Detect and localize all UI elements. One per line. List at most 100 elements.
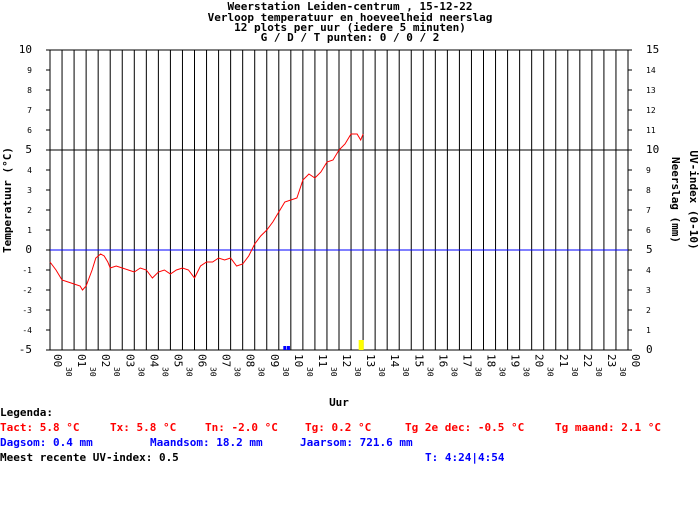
rain-bar — [283, 346, 287, 350]
chart-subtitle: Verloop temperatuur en hoeveelheid neers… — [207, 11, 493, 24]
y2-tick-label: 8 — [646, 186, 651, 195]
legend-tn: Tn: -2.0 °C — [205, 421, 278, 434]
x-tick-label: 30 — [329, 367, 338, 377]
x-tick-label: 06 — [196, 354, 209, 367]
x-tick-label: 30 — [160, 367, 169, 377]
x-tick-label: 30 — [353, 367, 362, 377]
y-tick-label: 5 — [25, 143, 32, 156]
x-tick-label: 19 — [509, 354, 522, 367]
temperature-line — [49, 133, 364, 291]
x-tick-label: 30 — [425, 367, 434, 377]
y-tick-label: -5 — [19, 343, 32, 356]
y2-tick-label: 11 — [646, 126, 656, 135]
x-tick-label: 02 — [99, 354, 112, 367]
x-tick-label: 07 — [220, 354, 233, 367]
x-tick-label: 30 — [88, 367, 97, 377]
x-tick-label: 05 — [171, 354, 184, 367]
x-tick-label: 30 — [498, 367, 507, 377]
legend-heading: Legenda: — [0, 406, 53, 419]
x-tick-label: 21 — [557, 354, 570, 367]
x-tick-label: 09 — [268, 354, 281, 367]
legend-uv: Meest recente UV-index: 0.5 — [0, 451, 179, 464]
y2-tick-label: 15 — [646, 43, 659, 56]
y-tick-label: 4 — [27, 166, 32, 175]
y-tick-label: -1 — [22, 266, 32, 275]
x-tick-label: 30 — [449, 367, 458, 377]
x-tick-label: 00 — [51, 354, 64, 367]
y2-tick-label: 10 — [646, 143, 659, 156]
y-tick-label: -2 — [22, 286, 32, 295]
y2-axis-label: Neerslag (mm) — [669, 157, 682, 243]
y2-tick-label: 4 — [646, 266, 651, 275]
x-tick-label: 00 — [629, 354, 642, 367]
y-tick-label: 6 — [27, 126, 32, 135]
x-tick-label: 30 — [281, 367, 290, 377]
y2-tick-label: 3 — [646, 286, 651, 295]
x-tick-label: 30 — [184, 367, 193, 377]
x-tick-label: 30 — [112, 367, 121, 377]
y2-tick-label: 9 — [646, 166, 651, 175]
x-tick-label: 22 — [581, 354, 594, 367]
chart-subtitle-plots: 12 plots per uur (iedere 5 minuten) — [234, 21, 466, 34]
y2-tick-label: 1 — [646, 326, 651, 335]
x-tick-label: 30 — [618, 367, 627, 377]
legend-tact: Tact: 5.8 °C — [0, 421, 80, 434]
x-tick-label: 30 — [305, 367, 314, 377]
legend-maandsom: Maandsom: 18.2 mm — [150, 436, 263, 449]
y2-tick-label: 5 — [646, 243, 653, 256]
x-tick-label: 30 — [401, 367, 410, 377]
x-tick-label: 01 — [75, 354, 88, 367]
y2-tick-label: 13 — [646, 86, 656, 95]
legend-tg2e: Tg 2e dec: -0.5 °C — [405, 421, 525, 434]
y-tick-label: -4 — [22, 326, 32, 335]
legend-tg: Tg: 0.2 °C — [305, 421, 372, 434]
y-tick-label: 8 — [27, 86, 32, 95]
x-tick-label: 13 — [364, 354, 377, 367]
x-tick-label: 30 — [594, 367, 603, 377]
y-tick-label: 9 — [27, 66, 32, 75]
x-tick-label: 08 — [244, 354, 257, 367]
x-tick-label: 17 — [460, 354, 473, 367]
x-tick-label: 15 — [412, 354, 425, 367]
y2-tick-label: 0 — [646, 343, 653, 356]
y-tick-label: -3 — [22, 306, 32, 315]
x-tick-label: 03 — [123, 354, 136, 367]
x-tick-label: 23 — [605, 354, 618, 367]
y-tick-label: 2 — [27, 206, 32, 215]
chart-subtitle-points: G / D / T punten: 0 / 0 / 2 — [260, 31, 440, 44]
x-tick-label: 20 — [533, 354, 546, 367]
x-tick-label: 30 — [473, 367, 482, 377]
x-tick-label: 30 — [522, 367, 531, 377]
y3-axis-label: UV-index (0-10) — [687, 150, 700, 249]
y-tick-label: 1 — [27, 226, 32, 235]
legend-tgmaand: Tg maand: 2.1 °C — [555, 421, 661, 434]
y2-tick-label: 14 — [646, 66, 656, 75]
y-tick-label: 0 — [25, 243, 32, 256]
y2-tick-label: 6 — [646, 226, 651, 235]
x-tick-label: 18 — [485, 354, 498, 367]
x-tick-label: 30 — [64, 367, 73, 377]
legend-jaarsom: Jaarsom: 721.6 mm — [300, 436, 413, 449]
x-tick-label: 14 — [388, 354, 401, 368]
y2-tick-label: 7 — [646, 206, 651, 215]
x-tick-label: 30 — [546, 367, 555, 377]
x-tick-label: 30 — [570, 367, 579, 377]
x-tick-label: 30 — [377, 367, 386, 377]
y-tick-label: 7 — [27, 106, 32, 115]
y2-tick-label: 2 — [646, 306, 651, 315]
x-tick-label: 30 — [209, 367, 218, 377]
y2-tick-label: 12 — [646, 106, 656, 115]
rain-bar — [286, 346, 290, 350]
y-tick-label: 3 — [27, 186, 32, 195]
legend-dagsom: Dagsom: 0.4 mm — [0, 436, 93, 449]
legend-time: T: 4:24|4:54 — [425, 451, 505, 464]
y-tick-label: 10 — [19, 43, 32, 56]
x-tick-label: 12 — [340, 354, 353, 367]
x-tick-label: 30 — [257, 367, 266, 377]
y-axis-label: Temperatuur (°C) — [1, 147, 14, 253]
legend-tx: Tx: 5.8 °C — [110, 421, 177, 434]
x-tick-label: 30 — [233, 367, 242, 377]
chart-title: Weerstation Leiden-centrum , 15-12-22 — [227, 0, 473, 13]
x-tick-label: 04 — [147, 354, 160, 368]
uv-bar — [358, 340, 364, 350]
